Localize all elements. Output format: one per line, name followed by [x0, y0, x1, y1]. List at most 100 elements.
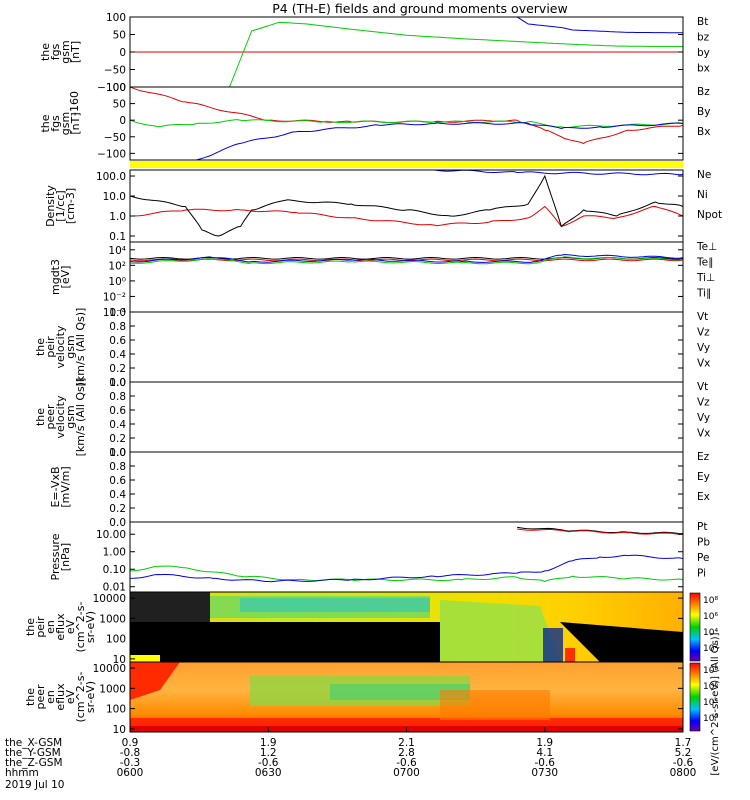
ytick-label: 0.6: [109, 405, 126, 417]
ylabel-overlay: -160: [68, 91, 81, 116]
ylabel-line: eV: [64, 619, 77, 634]
aux-value-the_Y-GSM: 5.2: [675, 747, 692, 759]
panel-peer_velocity: 1.0 0.8 0.6 0.4 0.2 0.0 thepeervelocitygsm[km/…: [34, 377, 710, 459]
panel-frame-peer_velocity: [129, 381, 684, 453]
legend-entry: Te⊥: [696, 241, 717, 253]
time-axis-label: hhmm: [5, 767, 39, 779]
ytick-label: 100: [106, 12, 126, 24]
colorbar-electron: [689, 662, 701, 732]
legend-entry: Ne: [697, 169, 711, 181]
ylabel-line: eflux: [54, 683, 67, 711]
xtick-label: 0730: [531, 767, 558, 779]
legend-entry: by: [697, 47, 710, 59]
legend-entry: Ex: [697, 491, 710, 503]
ylabel-line: the: [24, 688, 37, 706]
ylabel-line: [nPa]: [59, 543, 72, 571]
legend-entry: Vz: [697, 397, 710, 409]
ytick-label: 1000: [99, 613, 126, 625]
ylabel-line: [km/s (All Qs)]: [74, 308, 87, 387]
legend-entry: Bz: [697, 86, 710, 98]
ytick-label: −50: [104, 65, 126, 77]
ylabel-line: the: [24, 618, 37, 636]
xtick-label: 0600: [117, 767, 144, 779]
aux-value-the_X-GSM: 0.9: [122, 737, 139, 749]
panel-peer_eflux: 10000 1000 100 10 thepeerenefluxeV(cm^2-s-sr…: [24, 661, 684, 736]
colorbar-tick: 10²: [703, 644, 718, 654]
series-line-pressure-Pt: [517, 526, 684, 535]
ytick-label: 10000: [93, 593, 126, 605]
ylabel-line: (cm^2-s-: [74, 602, 87, 653]
ytick-label: 0.2: [109, 433, 126, 445]
panel-temperature: 10⁴ 10² 10⁰ 10⁻² 10⁻⁴ mgdt3[eV] Te⊥ Te∥ Ti⊥ Ti∥: [49, 241, 717, 319]
legend-entry: Pb: [697, 537, 710, 549]
ytick-label: 0.4: [109, 489, 126, 501]
ylabel-line: gsm: [64, 335, 77, 358]
ytick-label: 0.2: [109, 503, 126, 515]
panel-frame-fgs_gsm_sub: [129, 86, 684, 161]
legend-entry: Pt: [697, 521, 707, 533]
series-line-fgs_gsm_sub-By: [129, 119, 684, 129]
ytick-label: −100: [97, 82, 126, 94]
legend-entry: Vz: [697, 327, 710, 339]
ylabel-line: (cm^2-s-: [74, 672, 87, 723]
ylabel-line: the: [34, 338, 47, 356]
aux-value-the_Y-GSM: 4.1: [536, 747, 553, 759]
series-line-pressure-Pe: [129, 565, 684, 583]
ylabel-line: the: [34, 408, 47, 426]
series-line-density-Npot: [434, 169, 684, 176]
ylabel-line: velocity: [54, 395, 67, 438]
series-line-fgs_gsm-by: [229, 21, 683, 88]
ylabel-line: mgdt3: [49, 259, 62, 295]
ytick-label: 0.8: [109, 321, 126, 333]
ylabel-line: E=-VxB: [49, 466, 62, 507]
series-line-density-Ni: [129, 174, 684, 237]
ylabel-line: gsm: [59, 112, 72, 135]
legend-entry: Te∥: [696, 257, 713, 269]
ytick-label: 1.0: [109, 211, 126, 223]
ylabel-line: eflux: [54, 613, 67, 641]
series-line-pressure-Pi: [129, 554, 684, 583]
legend-entry: Vx: [697, 358, 710, 370]
colorbar-tick: 10⁴: [703, 698, 718, 708]
legend-entry: Vy: [697, 342, 710, 354]
aux-value-the_X-GSM: 2.1: [398, 737, 415, 749]
colorbar-label: [eV/(cm^2-s-sr-eV)] (All Qs)]: [710, 632, 721, 775]
series-line-temperature-Ti⊥: [129, 253, 684, 263]
panel-pressure: 10.00 1.00 0.10 0.01 Pressure[nPa] Pt Pb Pe Pi: [49, 521, 710, 594]
colorbar-tick: 10⁶: [703, 612, 718, 622]
ytick-label: 0.6: [109, 475, 126, 487]
ylabel-line: gsm: [64, 405, 77, 428]
ytick-label: 1.00: [103, 547, 126, 559]
aux-value-the_X-GSM: 1.9: [260, 737, 277, 749]
ytick-label: 10⁻²: [103, 291, 126, 303]
aux-value-the_Y-GSM: -0.8: [120, 747, 141, 759]
ytick-label: 0.6: [109, 335, 126, 347]
aux-row-label: the_Z-GSM: [5, 757, 63, 769]
ytick-label: 1.0: [109, 307, 126, 319]
series-line-density-Ne: [130, 205, 684, 227]
legend-entry: Vt: [697, 381, 708, 393]
legend-entry: Ez: [697, 451, 710, 463]
ylabel-line: velocity: [54, 325, 67, 368]
ytick-label: 10.0: [103, 191, 126, 203]
ylabel-line: peer: [44, 404, 57, 430]
panel-frame-peir_velocity: [129, 311, 684, 383]
ytick-label: 0.4: [109, 419, 126, 431]
aux-value-the_X-GSM: 1.7: [675, 737, 692, 749]
ytick-label: 100.0: [96, 171, 126, 183]
ytick-label: 10: [113, 724, 126, 736]
ylabel-line: peer: [34, 684, 47, 710]
ytick-label: 0: [119, 115, 126, 127]
aux-value-the_Z-GSM: -0.6: [396, 757, 417, 769]
ytick-label: 0.8: [109, 461, 126, 473]
ylabel-line: gsm: [59, 40, 72, 63]
ytick-label: 10⁴: [108, 245, 126, 257]
ytick-label: 10²: [108, 260, 126, 272]
figure-title: P4 (TH-E) fields and ground moments over…: [272, 1, 567, 16]
ylabel-line: [eV]: [59, 266, 72, 289]
ytick-label: 100: [106, 82, 126, 94]
ylabel-line: eV: [64, 689, 77, 704]
aux-value-the_Z-GSM: -0.6: [673, 757, 694, 769]
panel-frame-density: [129, 169, 684, 243]
